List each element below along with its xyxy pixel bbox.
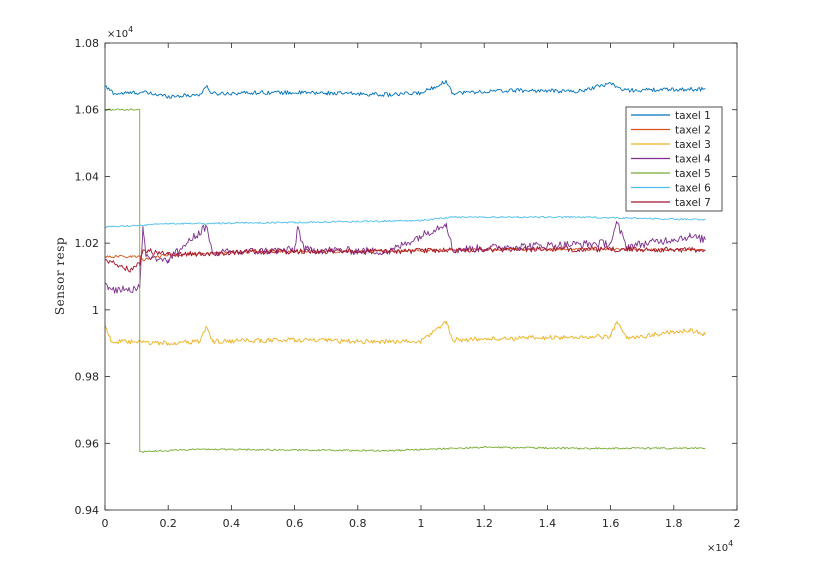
series-line (104, 108, 706, 453)
legend: taxel 1 taxel 2 taxel 3 taxel 4 taxel 5 taxel… (625, 106, 723, 212)
legend-label: taxel 1 (675, 110, 711, 122)
x-tick-label: 0 (102, 517, 109, 530)
x-tick-label: 0.8 (349, 517, 367, 530)
y-axis: 0.94 0.96 0.98 1 1.02 1.04 1.06 1.08 (75, 37, 737, 517)
x-axis-exponent: ×104 (707, 539, 733, 554)
series-line (104, 215, 706, 228)
y-tick-label: 1.06 (75, 104, 100, 117)
y-tick-label: 1 (92, 304, 99, 317)
series-line (104, 321, 706, 346)
x-tick-label: 0.2 (159, 517, 177, 530)
legend-label: taxel 6 (675, 183, 711, 195)
legend-label: taxel 2 (675, 125, 711, 137)
legend-label: taxel 3 (675, 139, 711, 151)
y-tick-label: 0.98 (75, 371, 100, 384)
x-tick-label: 0.4 (223, 517, 241, 530)
x-tick-label: 1 (418, 517, 425, 530)
x-axis: 0 0.2 0.4 0.6 0.8 1 1.2 1.4 1.6 1.8 2 (102, 43, 741, 530)
legend-label: taxel 7 (675, 197, 711, 209)
y-tick-label: 1.08 (75, 37, 100, 50)
y-tick-label: 0.94 (75, 504, 100, 517)
y-axis-exponent: ×104 (107, 25, 133, 40)
y-tick-label: 1.04 (75, 170, 100, 183)
series-line (104, 246, 706, 273)
series-line (104, 221, 706, 294)
y-tick-label: 1.02 (75, 237, 100, 250)
x-tick-label: 0.6 (286, 517, 304, 530)
series-layer (104, 79, 706, 453)
x-tick-label: 2 (734, 517, 741, 530)
y-axis-label: Sensor resp (53, 237, 67, 315)
x-tick-label: 1.2 (475, 517, 493, 530)
series-line (104, 79, 706, 99)
legend-label: taxel 5 (675, 168, 711, 180)
legend-label: taxel 4 (675, 154, 711, 166)
x-tick-label: 1.4 (539, 517, 557, 530)
x-tick-label: 1.6 (602, 517, 620, 530)
y-tick-label: 0.96 (75, 437, 100, 450)
x-tick-label: 1.8 (665, 517, 683, 530)
